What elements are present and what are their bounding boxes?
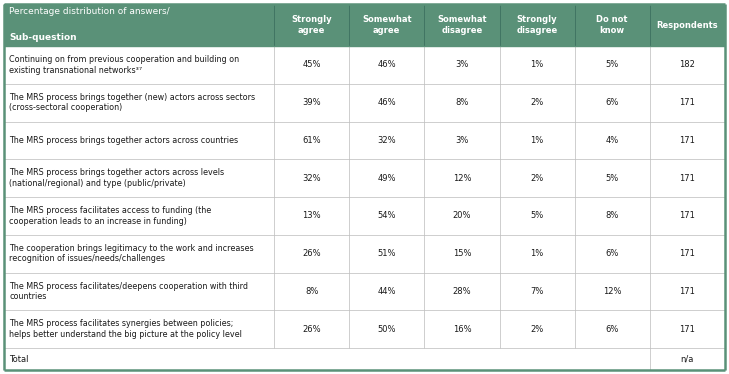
Text: 5%: 5% — [531, 211, 544, 220]
Text: 171: 171 — [679, 287, 695, 296]
Text: 5%: 5% — [606, 174, 619, 183]
Text: The cooperation brings legitimacy to the work and increases
recognition of issue: The cooperation brings legitimacy to the… — [9, 244, 254, 263]
Text: 44%: 44% — [378, 287, 396, 296]
Text: Somewhat
agree: Somewhat agree — [362, 15, 412, 35]
Text: The MRS process facilitates synergies between policies;
helps better understand : The MRS process facilitates synergies be… — [9, 319, 242, 339]
Bar — [4, 310, 725, 348]
Text: 8%: 8% — [606, 211, 619, 220]
Text: 16%: 16% — [453, 325, 471, 334]
Text: 20%: 20% — [453, 211, 471, 220]
Text: 6%: 6% — [606, 325, 619, 334]
Text: The MRS process brings together actors across levels
(national/regional) and typ: The MRS process brings together actors a… — [9, 168, 224, 188]
Text: The MRS process facilitates/deepens cooperation with third
countries: The MRS process facilitates/deepens coop… — [9, 282, 248, 301]
Bar — [4, 4, 725, 46]
Text: 8%: 8% — [455, 98, 469, 107]
Text: 12%: 12% — [603, 287, 622, 296]
Text: 171: 171 — [679, 174, 695, 183]
Text: n/a: n/a — [681, 355, 694, 364]
Text: 8%: 8% — [305, 287, 319, 296]
Bar — [4, 197, 725, 235]
Text: 32%: 32% — [303, 174, 321, 183]
Bar — [4, 159, 725, 197]
Text: 45%: 45% — [303, 60, 321, 69]
Text: 15%: 15% — [453, 249, 471, 258]
Text: 13%: 13% — [303, 211, 321, 220]
Text: 46%: 46% — [378, 98, 396, 107]
Text: Strongly
agree: Strongly agree — [292, 15, 332, 35]
Text: 171: 171 — [679, 325, 695, 334]
Text: Percentage distribution of answers/: Percentage distribution of answers/ — [9, 7, 170, 16]
Text: 7%: 7% — [531, 287, 544, 296]
Text: 12%: 12% — [453, 174, 471, 183]
Text: 1%: 1% — [531, 60, 544, 69]
Text: 6%: 6% — [606, 98, 619, 107]
Text: 2%: 2% — [531, 325, 544, 334]
Text: 61%: 61% — [303, 136, 321, 145]
Text: Continuing on from previous cooperation and building on
existing transnational n: Continuing on from previous cooperation … — [9, 55, 239, 74]
Text: The MRS process brings together (new) actors across sectors
(cross-sectoral coop: The MRS process brings together (new) ac… — [9, 93, 255, 112]
Text: 5%: 5% — [606, 60, 619, 69]
Text: 171: 171 — [679, 249, 695, 258]
Text: Strongly
disagree: Strongly disagree — [516, 15, 558, 35]
Text: 4%: 4% — [606, 136, 619, 145]
Text: Sub-question: Sub-question — [9, 33, 77, 42]
Text: 26%: 26% — [303, 249, 321, 258]
Text: 1%: 1% — [531, 136, 544, 145]
Text: 171: 171 — [679, 136, 695, 145]
Text: 49%: 49% — [378, 174, 396, 183]
Bar — [4, 235, 725, 273]
Text: 171: 171 — [679, 211, 695, 220]
Text: 50%: 50% — [378, 325, 396, 334]
Text: Somewhat
disagree: Somewhat disagree — [437, 15, 487, 35]
Text: 3%: 3% — [455, 136, 469, 145]
Text: Respondents: Respondents — [657, 21, 718, 30]
Text: Do not
know: Do not know — [596, 15, 628, 35]
Text: 2%: 2% — [531, 98, 544, 107]
Text: 54%: 54% — [378, 211, 396, 220]
Text: The MRS process brings together actors across countries: The MRS process brings together actors a… — [9, 136, 238, 145]
Text: 26%: 26% — [303, 325, 321, 334]
Text: 39%: 39% — [303, 98, 321, 107]
Text: 3%: 3% — [455, 60, 469, 69]
Text: 51%: 51% — [378, 249, 396, 258]
Text: 6%: 6% — [606, 249, 619, 258]
Text: 2%: 2% — [531, 174, 544, 183]
Bar — [4, 122, 725, 159]
Text: Total: Total — [9, 355, 28, 364]
Text: 1%: 1% — [531, 249, 544, 258]
Bar — [4, 46, 725, 84]
Text: The MRS process facilitates access to funding (the
cooperation leads to an incre: The MRS process facilitates access to fu… — [9, 206, 211, 226]
Bar — [4, 273, 725, 310]
Bar — [4, 348, 725, 370]
Text: 46%: 46% — [378, 60, 396, 69]
Text: 182: 182 — [679, 60, 695, 69]
Text: 32%: 32% — [378, 136, 396, 145]
Text: 28%: 28% — [453, 287, 471, 296]
Text: 171: 171 — [679, 98, 695, 107]
Bar — [4, 84, 725, 122]
